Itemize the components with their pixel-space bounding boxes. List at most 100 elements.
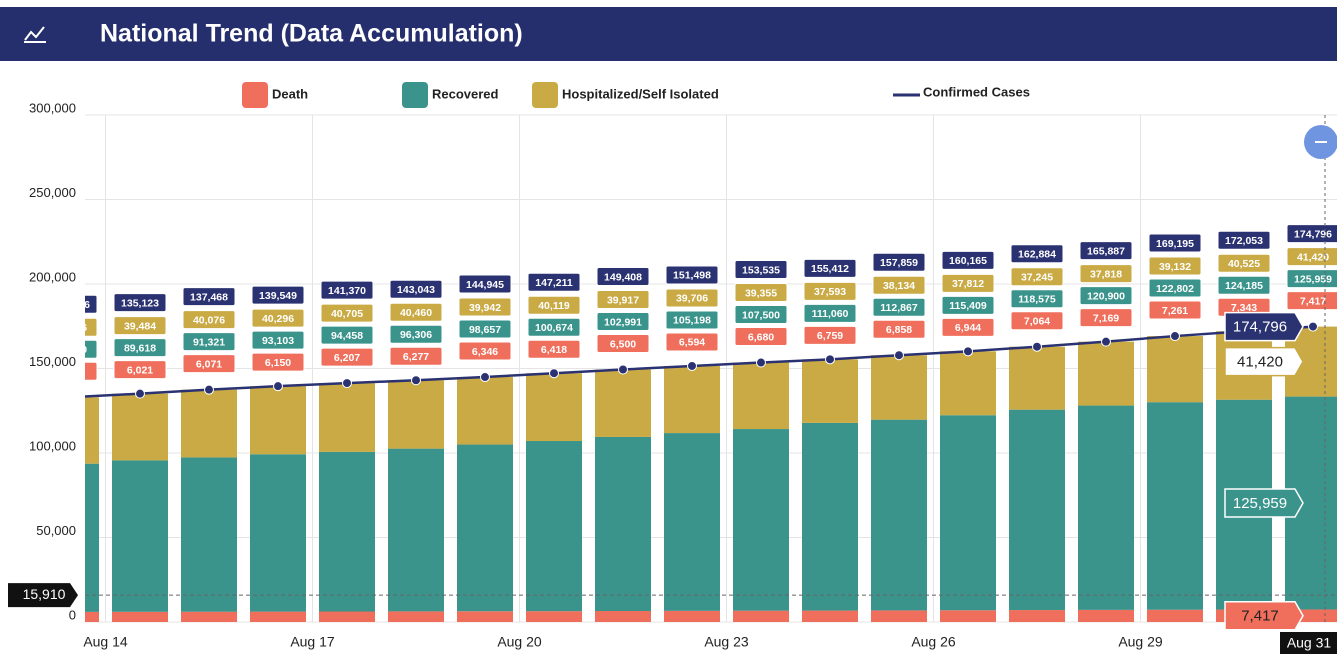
value-label-box [85,361,98,381]
chart-title: National Trend (Data Accumulation) [100,20,523,48]
value-label: 40,076 [193,314,225,326]
bar-segment [319,451,375,612]
value-label-box [665,288,719,308]
bar-segment [1009,409,1065,611]
bar-segment [319,383,375,452]
tooltip-box [1224,346,1304,377]
confirmed-point [549,368,559,379]
value-label-box [527,272,581,292]
value-label: 107,500 [742,309,780,321]
value-label: 6,680 [748,331,774,343]
value-label: 122,802 [1156,283,1194,295]
bar-segment [871,419,927,611]
bar-segment [112,393,168,461]
value-label-box [872,252,926,272]
value-label-box [665,265,719,285]
bar-segment [595,436,651,612]
bar-segment [595,611,651,622]
value-label: 102,991 [604,316,642,328]
value-label: 6,944 [955,322,981,334]
value-label: 91,321 [193,336,225,348]
x-tick-label: Aug 20 [497,634,542,650]
value-label: 112,867 [880,302,918,314]
value-label: 6,500 [610,338,636,350]
bar-segment [664,433,720,611]
value-label: 139,549 [259,290,297,302]
value-label-box [941,250,995,270]
value-label: 143,043 [397,284,435,296]
value-label-box [941,273,995,293]
value-label-box [1079,241,1133,261]
legend-label: Confirmed Cases [923,84,1030,99]
value-label-box [734,327,788,347]
value-label: 124,185 [1225,280,1263,292]
bar-segment [181,611,237,622]
bar-segment [1147,336,1203,403]
value-label-box [596,290,650,310]
y-tick-label: 0 [69,607,76,622]
value-label: 39,355 [745,287,777,299]
bar-segment [664,610,720,622]
confirmed-point [135,388,145,399]
tooltip-label: 41,420 [1237,354,1283,371]
bar-segment [526,441,582,612]
value-label-box [1010,244,1064,264]
value-label: 125,959 [1294,273,1332,285]
value-label-box [665,332,719,352]
confirmed-point [687,360,697,371]
value-label: 6,150 [265,357,291,369]
value-label: 172,053 [1225,235,1263,247]
bar-segment [1078,341,1134,406]
value-label-box [872,319,926,339]
x-tick-label: Aug 14 [83,634,128,650]
confirmed-point [1101,336,1111,347]
bar-segment [940,351,996,416]
x-crosshair-label-box [1280,632,1337,654]
value-label: 89,618 [124,342,156,354]
value-label: 149,408 [604,271,642,283]
value-label-box [458,274,512,294]
bar-segment [181,389,237,458]
value-label-box [803,281,857,301]
value-label-box [734,283,788,303]
x-tick-label: Aug 17 [290,634,335,650]
value-label: 37,812 [952,278,984,290]
value-label: 135,123 [121,297,159,309]
y-tick-label: 150,000 [29,354,76,369]
value-label: 165,887 [1087,245,1125,257]
value-label-box [1148,233,1202,253]
value-label-box [665,310,719,330]
value-label-box [113,360,167,380]
value-label: 144,945 [466,279,504,291]
bar-segment [733,610,789,622]
plot-area: 5,97087,70039,306132,9766,02189,61839,48… [85,224,1337,622]
bar-segment [940,610,996,622]
value-label: 162,884 [1018,249,1056,261]
value-label: 157,859 [880,257,918,269]
legend-swatch [532,82,558,108]
value-label-box [803,258,857,278]
value-label-box [734,260,788,280]
value-label: 120,900 [1087,290,1125,302]
value-label-box [320,280,374,300]
value-label-box [85,317,98,337]
bar-segment [85,397,99,464]
bar-segment [1078,405,1134,610]
bar-segment [1147,609,1203,622]
value-label: 137,468 [190,291,228,303]
bar-segment [802,610,858,622]
bar-segment [940,415,996,611]
bar-segment [1078,609,1134,622]
value-label: 39,706 [676,293,708,305]
bar-segment [457,611,513,622]
value-label-box [113,293,167,313]
confirmed-point [894,350,904,361]
value-label: 6,021 [127,364,153,376]
value-label: 37,818 [1090,268,1122,280]
value-label-box [1010,311,1064,331]
bar-segment [85,463,99,612]
value-label-box [182,310,236,330]
header-bar [0,7,1337,61]
bar-segment [1009,610,1065,622]
bar-segment [388,611,444,622]
